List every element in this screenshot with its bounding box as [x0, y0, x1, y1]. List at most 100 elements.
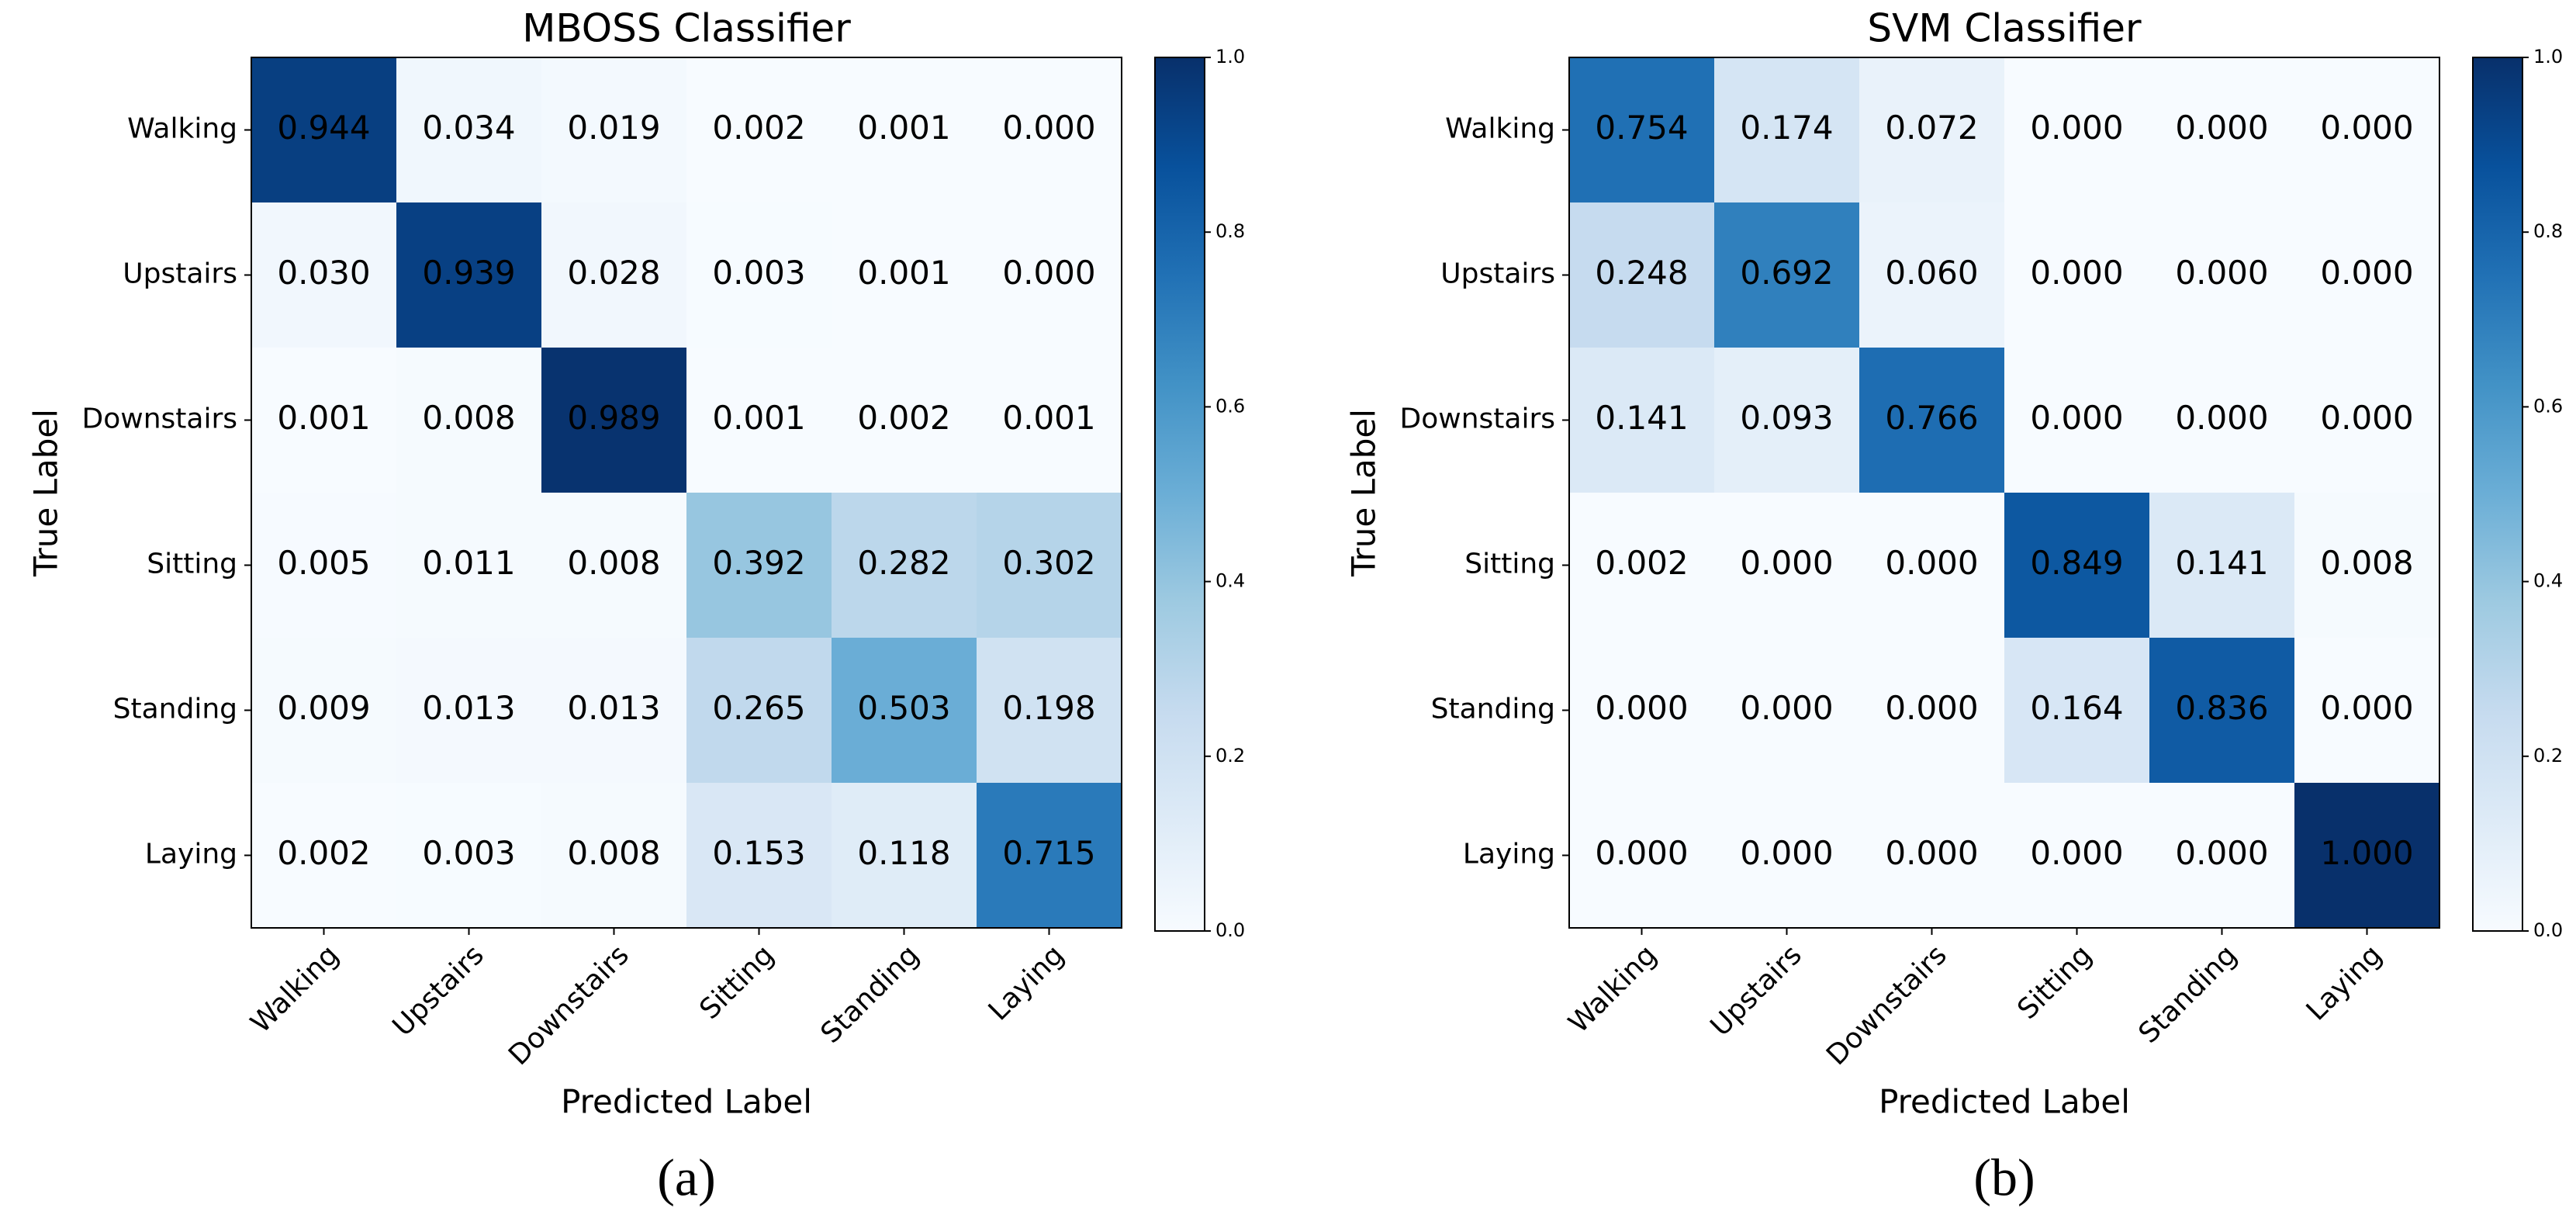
cell	[2004, 493, 2150, 638]
y-tick-label: Sitting	[147, 549, 237, 580]
y-tick-label: Walking	[127, 113, 237, 145]
cell-label: 0.503	[857, 689, 950, 727]
y-tick-label: Standing	[1431, 694, 1555, 725]
y-tick-label: Downstairs	[1400, 403, 1556, 435]
colorbar-tick-label: 0.8	[2533, 220, 2563, 242]
cell	[541, 57, 687, 203]
cell-label: 0.000	[2030, 834, 2123, 872]
x-tick-label: Laying	[2301, 939, 2388, 1026]
cell	[396, 57, 542, 203]
cell	[2149, 202, 2295, 348]
cell	[686, 493, 832, 638]
cell	[2294, 783, 2440, 929]
colorbar-tick-label: 1.0	[2533, 46, 2563, 67]
cell-label: 0.198	[1002, 689, 1095, 727]
cell-label: 1.000	[2320, 834, 2413, 872]
x-tick-label: Upstairs	[1705, 939, 1808, 1042]
cell	[977, 638, 1122, 784]
cell	[1859, 493, 2005, 638]
cell	[1714, 348, 1860, 493]
chart-title: MBOSS Classifier	[522, 6, 851, 51]
cell	[2294, 348, 2440, 493]
y-axis-title: True Label	[1345, 409, 1383, 577]
cell-label: 0.008	[422, 399, 515, 437]
cell	[2294, 493, 2440, 638]
cell	[2004, 638, 2150, 784]
cell	[1714, 638, 1860, 784]
cell	[2294, 202, 2440, 348]
cell-label: 0.000	[2030, 399, 2123, 437]
y-tick-label: Standing	[113, 694, 237, 725]
x-tick-label: Standing	[2133, 939, 2243, 1049]
cell-label: 0.001	[712, 399, 805, 437]
cell	[2149, 783, 2295, 929]
cell-label: 0.000	[2320, 399, 2413, 437]
x-tick-label: Downstairs	[1820, 939, 1953, 1071]
cell-label: 0.034	[422, 109, 515, 147]
y-tick-label: Sitting	[1464, 549, 1555, 580]
cell	[2004, 202, 2150, 348]
cell	[832, 783, 977, 929]
x-axis-title: Predicted Label	[561, 1083, 812, 1121]
x-tick-label: Sitting	[2011, 939, 2098, 1026]
cell-label: 0.000	[2175, 254, 2268, 292]
x-tick-label: Walking	[1563, 939, 1663, 1039]
cell-label: 0.008	[2320, 544, 2413, 582]
y-tick-label: Walking	[1445, 113, 1555, 145]
x-tick-label: Standing	[815, 939, 925, 1049]
cell-label: 0.392	[712, 544, 805, 582]
cell	[832, 638, 977, 784]
cell	[541, 638, 687, 784]
cell-label: 0.009	[277, 689, 370, 727]
cell-label: 0.118	[857, 834, 950, 872]
cell-label: 0.944	[277, 109, 370, 147]
cell-label: 0.141	[2175, 544, 2268, 582]
cell-label: 0.060	[1885, 254, 1978, 292]
cell	[396, 493, 542, 638]
cell	[2004, 783, 2150, 929]
y-tick-label: Upstairs	[123, 258, 237, 290]
cell	[977, 783, 1122, 929]
cell	[541, 493, 687, 638]
x-tick-label: Downstairs	[503, 939, 635, 1071]
cell-label: 0.000	[2030, 254, 2123, 292]
cell-label: 0.002	[857, 399, 950, 437]
colorbar-tick-label: 0.6	[2533, 395, 2563, 417]
cell-label: 0.836	[2175, 689, 2268, 727]
cell-label: 0.008	[567, 834, 660, 872]
cell	[1859, 783, 2005, 929]
cell-label: 0.001	[1002, 399, 1095, 437]
cell-label: 0.001	[277, 399, 370, 437]
cell-label: 0.002	[1595, 544, 1688, 582]
cell	[977, 493, 1122, 638]
cell-label: 0.000	[2030, 109, 2123, 147]
cell-label: 0.282	[857, 544, 950, 582]
cell-label: 0.002	[712, 109, 805, 147]
cell	[977, 57, 1122, 203]
cell	[2004, 57, 2150, 203]
cell-label: 0.002	[277, 834, 370, 872]
cell	[832, 57, 977, 203]
colorbar-tick-label: 0.4	[2533, 570, 2563, 592]
colorbar-tick-label: 1.0	[1215, 46, 1245, 67]
colorbar-tick-label: 0.2	[1215, 745, 1245, 767]
cell-label: 0.001	[857, 109, 950, 147]
colorbar-tick-label: 0.8	[1215, 220, 1245, 242]
cell-label: 0.093	[1740, 399, 1833, 437]
colorbar-tick-label: 0.4	[1215, 570, 1245, 592]
cell	[396, 638, 542, 784]
cell-label: 0.000	[2175, 834, 2268, 872]
cell-label: 0.248	[1595, 254, 1688, 292]
cell	[1714, 783, 1860, 929]
cell-label: 0.000	[1885, 544, 1978, 582]
cell-label: 0.164	[2030, 689, 2123, 727]
cell-label: 0.000	[2175, 399, 2268, 437]
cell	[2149, 638, 2295, 784]
cell	[396, 783, 542, 929]
cell-label: 0.000	[1740, 834, 1833, 872]
cell	[541, 783, 687, 929]
caption: (b)	[1973, 1148, 2035, 1207]
cell	[251, 202, 397, 348]
x-tick-label: Upstairs	[387, 939, 490, 1042]
